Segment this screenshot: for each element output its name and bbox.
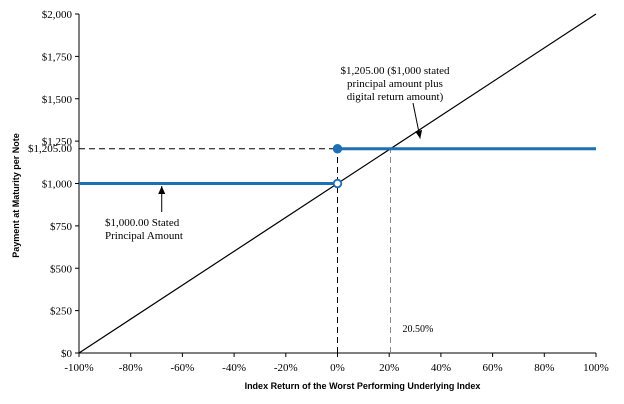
y-tick-label: $750 [50, 221, 73, 233]
digital-return-note-line: principal amount plus [347, 78, 443, 90]
y-tick-label: $1,250 [42, 136, 73, 148]
x-tick-label: -60% [170, 362, 194, 374]
x-tick-label: 40% [431, 362, 451, 374]
y-tick-label-extra: $1,205.00 [28, 143, 73, 155]
y-tick-label: $250 [50, 306, 73, 318]
x-tick-label: 0% [330, 362, 345, 374]
digital-return-arrowhead [415, 130, 423, 139]
y-tick-label: $1,750 [42, 51, 73, 63]
y-tick-label: $2,000 [42, 9, 73, 21]
x-tick-label: -100% [64, 362, 93, 374]
x-tick-label: 100% [583, 362, 609, 374]
x-tick-label: 60% [483, 362, 503, 374]
x-tick-label: 80% [534, 362, 554, 374]
y-tick-label: $1,500 [42, 94, 73, 106]
principal-note-line: Principal Amount [105, 230, 183, 242]
payoff-marker-open [332, 178, 343, 189]
principal-note-line: $1,000.00 Stated [105, 217, 180, 229]
axes: $0 $250 $500 $750 $1,000 $1,250 $1,500 $1,750 $2… [28, 9, 609, 374]
y-tick-label: $0 [61, 348, 73, 360]
payoff-marker-filled [332, 144, 343, 154]
series-markers [332, 144, 343, 189]
x-tick-label: -80% [119, 362, 143, 374]
y-tick-label: $500 [50, 263, 73, 275]
y-axis-title: Payment at Maturity per Note [11, 133, 21, 258]
threshold-label: 20.50% [402, 324, 433, 335]
x-tick-label: 20% [379, 362, 399, 374]
x-axis-title: Index Return of the Worst Performing Und… [245, 381, 481, 391]
x-tick-label: -20% [274, 362, 298, 374]
x-tick-label: -40% [222, 362, 246, 374]
digital-return-note-line: digital return amount) [347, 91, 444, 103]
y-tick-label: $1,000 [42, 179, 73, 191]
digital-return-note-line: $1,205.00 ($1,000 stated [340, 65, 450, 77]
principal-arrowhead [158, 186, 166, 195]
